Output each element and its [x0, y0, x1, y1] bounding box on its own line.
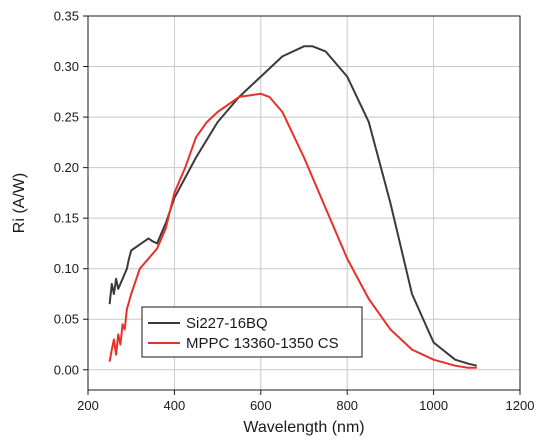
series-line-mppc	[108, 92, 477, 369]
y-axis: 0.00 0.05 0.10 0.15 0.20 0.25 0.30 0.35	[54, 9, 88, 377]
legend-label-mppc: MPPC 13360-1350 CS	[186, 335, 339, 352]
x-axis: 200 400 600 800 1000 1200	[77, 390, 534, 413]
legend-label-si227: Si227-16BQ	[186, 315, 268, 332]
series-line-si227	[108, 45, 478, 367]
legend-box	[141, 306, 363, 358]
plot-frame	[87, 15, 521, 391]
series-lines	[108, 45, 478, 369]
y-tick-label: 0.25	[54, 110, 79, 125]
x-axis-title: Wavelength (nm)	[243, 419, 364, 436]
y-tick-label: 0.10	[54, 261, 79, 276]
y-tick-label: 0.30	[54, 59, 79, 74]
x-tick-label: 400	[164, 398, 186, 413]
y-tick-label: 0.00	[54, 362, 79, 377]
x-tick-label: 600	[250, 398, 272, 413]
y-tick-label: 0.05	[54, 312, 79, 327]
x-tick-label: 800	[336, 398, 358, 413]
y-tick-label: 0.15	[54, 211, 79, 226]
legend: Si227-16BQ MPPC 13360-1350 CS	[141, 306, 363, 358]
y-tick-label: 0.35	[54, 9, 79, 24]
y-tick-label: 0.20	[54, 160, 79, 175]
x-tick-label: 200	[77, 398, 99, 413]
y-axis-title: Ri (A/W)	[11, 173, 28, 233]
x-tick-label: 1200	[506, 398, 535, 413]
x-tick-label: 1000	[419, 398, 448, 413]
